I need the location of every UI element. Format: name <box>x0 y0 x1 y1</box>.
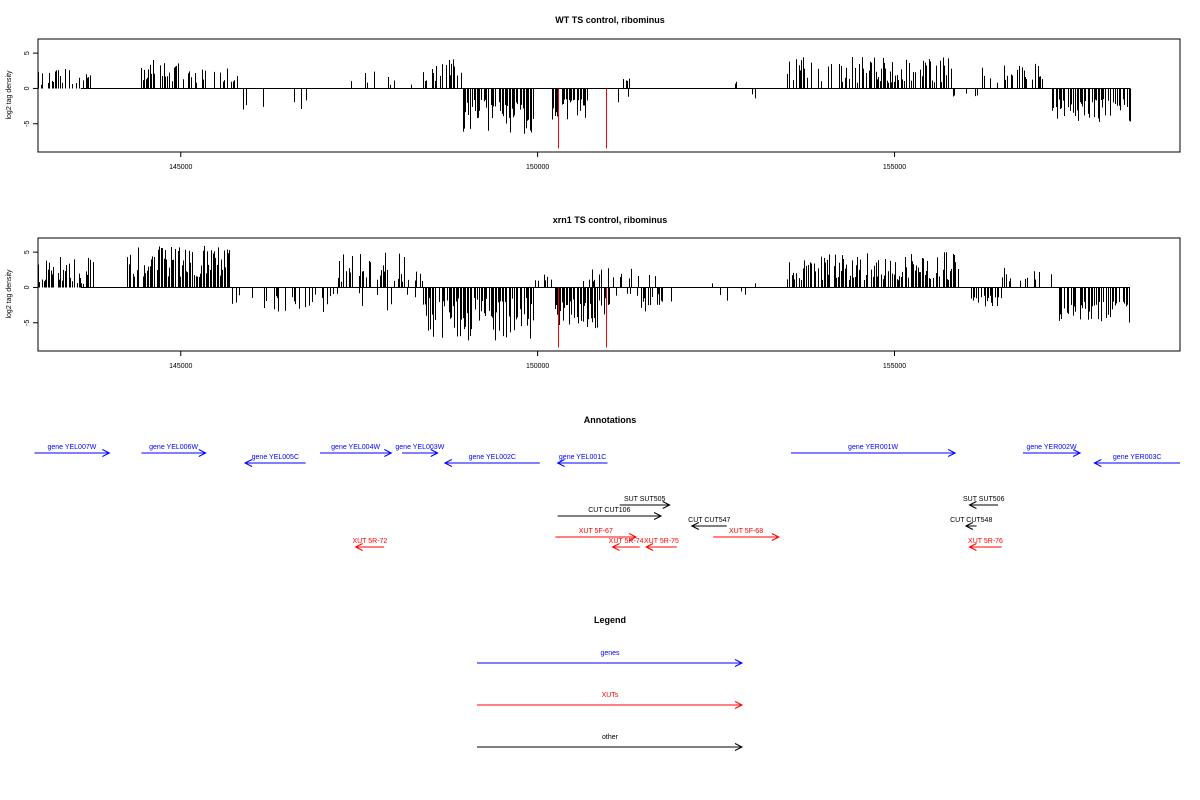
xrn1-y-tick-label: -5 <box>24 320 31 326</box>
xrn1-x-tick-label: 150000 <box>526 363 549 370</box>
feature-label: gene YER001W <box>848 444 898 451</box>
feature-label: gene YEL002C <box>469 454 516 461</box>
feature-arrow <box>964 522 977 530</box>
feature-arrow <box>713 533 780 541</box>
wt-y-tick-label: 5 <box>24 51 31 55</box>
xrn1-plot-frame <box>37 237 1181 352</box>
annotations-panel: Annotations gene YEL007W gene YEL006Wgene… <box>34 415 1180 551</box>
wt-y-axis-label: log2 tag density <box>6 70 13 120</box>
legend-arrow <box>477 659 744 667</box>
legend-label: XUTs <box>602 692 619 699</box>
feature-label: CUT CUT547 <box>688 517 730 524</box>
feature-arrow <box>443 459 540 467</box>
feature-label: XUT 5R-76 <box>968 538 1003 545</box>
feature-label: gene YEL005C <box>252 454 299 461</box>
wt-y-tick-label: -5 <box>24 121 31 127</box>
xrn1-y-tick-label: 5 <box>24 250 31 254</box>
feature-label: gene YEL006W <box>149 444 198 451</box>
feature-label: CUT CUT106 <box>588 507 630 514</box>
xrn1-y-axis-label: log2 tag density <box>6 269 13 319</box>
feature-label: SUT SUT506 <box>963 496 1005 503</box>
feature-arrow <box>1093 459 1180 467</box>
feature-arrow <box>968 543 1002 551</box>
feature-label: gene YEL007W <box>47 444 96 451</box>
legend-items: genes XUTs other <box>477 650 744 751</box>
feature-arrow <box>354 543 385 551</box>
feature-arrow <box>791 449 957 457</box>
feature-arrow <box>968 501 998 509</box>
feature-label: gene YER003C <box>1113 454 1162 461</box>
wt-signal-bars <box>38 57 1131 149</box>
wt-plot-frame <box>37 38 1181 153</box>
feature-arrow <box>34 449 111 457</box>
xrn1-signal-bars <box>38 245 1131 348</box>
feature-label: gene YEL004W <box>331 444 380 451</box>
feature-arrow <box>619 501 671 509</box>
xrn1-x-tick-label: 155000 <box>883 363 906 370</box>
feature-arrow <box>557 512 663 520</box>
wt-axes: -5 0 5 145000 150000 155000 <box>24 51 906 171</box>
feature-arrow <box>402 449 439 457</box>
feature-label: XUT 5R-72 <box>352 538 387 545</box>
wt-panel-title: WT TS control, ribominus <box>555 15 665 25</box>
wt-x-tick-label: 145000 <box>169 164 192 171</box>
feature-arrow <box>690 522 727 530</box>
xrn1-panel: xrn1 TS control, ribominus log2 tag dens… <box>6 215 1181 370</box>
wt-panel: WT TS control, ribominus log2 tag densit… <box>6 15 1181 171</box>
feature-arrow <box>319 449 393 457</box>
feature-arrow <box>243 459 306 467</box>
feature-label: XUT 5F-67 <box>579 528 613 535</box>
feature-label: XUT 5R-75 <box>644 538 679 545</box>
legend-arrow <box>477 743 744 751</box>
feature-arrow <box>1022 449 1082 457</box>
annotations-title: Annotations <box>584 415 637 425</box>
feature-label: gene YEL001C <box>559 454 606 461</box>
feature-label: CUT CUT548 <box>950 517 992 524</box>
legend-label: genes <box>600 650 620 657</box>
feature-arrow <box>644 543 677 551</box>
wt-x-tick-label: 155000 <box>883 164 906 171</box>
xrn1-panel-title: xrn1 TS control, ribominus <box>553 215 668 225</box>
feature-label: XUT 5R-74 <box>609 538 644 545</box>
xrn1-axes: -5 0 5 145000 150000 155000 <box>24 250 906 370</box>
annotation-features: gene YEL007W gene YEL006W gene YEL005C gene… <box>34 444 1180 551</box>
legend-panel: Legend genes XUTs other <box>477 615 744 751</box>
feature-arrow <box>556 459 608 467</box>
legend-arrow <box>477 701 744 709</box>
feature-label: XUT 5F-68 <box>729 528 763 535</box>
feature-arrow <box>555 533 638 541</box>
feature-label: SUT SUT505 <box>624 496 666 503</box>
feature-arrow <box>141 449 207 457</box>
legend-label: other <box>602 734 619 741</box>
feature-label: gene YEL003W <box>395 444 444 451</box>
wt-y-tick-label: 0 <box>24 86 31 90</box>
feature-arrow <box>611 543 640 551</box>
feature-label: gene YER002W <box>1026 444 1076 451</box>
xrn1-y-tick-label: 0 <box>24 285 31 289</box>
xrn1-x-tick-label: 145000 <box>169 363 192 370</box>
wt-x-tick-label: 150000 <box>526 164 549 171</box>
legend-title: Legend <box>594 615 626 625</box>
